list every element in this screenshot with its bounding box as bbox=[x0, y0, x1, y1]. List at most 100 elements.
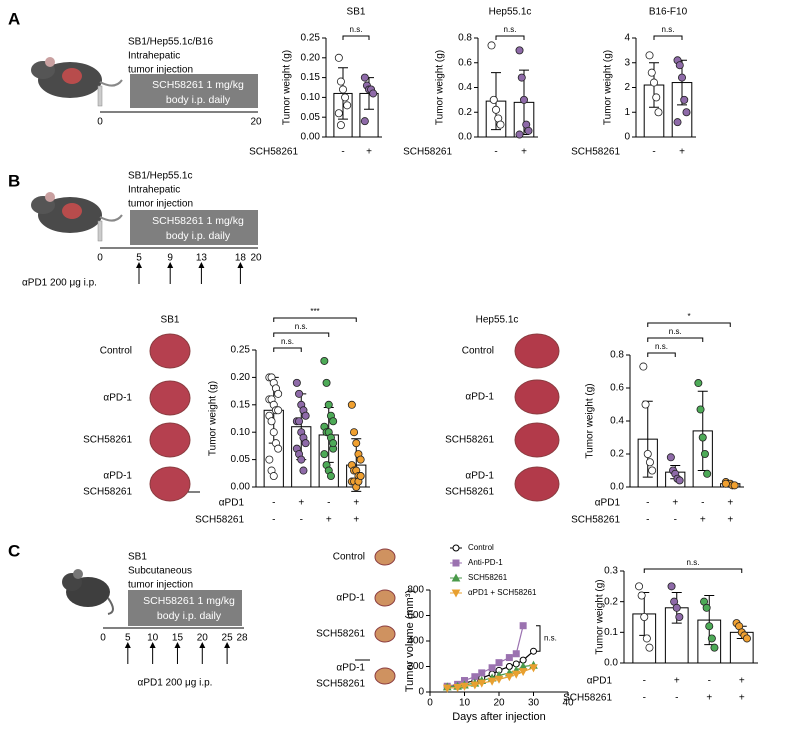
data-point bbox=[320, 450, 329, 459]
x-tick-label: - bbox=[701, 498, 704, 509]
data-point bbox=[730, 481, 739, 490]
arrow-head bbox=[136, 262, 142, 268]
treatment-text: body i.p. daily bbox=[157, 610, 222, 622]
significance-bracket bbox=[647, 337, 704, 342]
tissue-photo bbox=[514, 422, 560, 458]
marker bbox=[505, 673, 514, 682]
image-label: SCH58261 bbox=[445, 435, 494, 446]
y-tick-label: 0.15 bbox=[301, 72, 321, 83]
y-tick-label: 0.05 bbox=[231, 454, 251, 465]
data-point bbox=[645, 51, 654, 60]
data-point bbox=[336, 77, 345, 86]
data-point bbox=[360, 73, 369, 82]
data-point bbox=[491, 105, 500, 114]
y-tick-label: 800 bbox=[407, 585, 424, 596]
protocol-text: Intrahepatic bbox=[128, 185, 180, 196]
y-tick-label: 0.4 bbox=[458, 82, 472, 93]
image-title: Hep55.1c bbox=[476, 315, 519, 326]
significance-label: n.s. bbox=[662, 25, 675, 34]
timeline-tick: 9 bbox=[167, 253, 173, 264]
marker bbox=[495, 659, 503, 667]
marker bbox=[505, 654, 513, 662]
y-tick-label: 0.8 bbox=[458, 33, 472, 44]
y-tick-label: 200 bbox=[407, 661, 424, 672]
timeline-tick: 10 bbox=[147, 633, 159, 644]
data-point bbox=[489, 95, 498, 104]
mouse-a bbox=[31, 57, 123, 107]
x-tick-label: 10 bbox=[459, 698, 471, 709]
data-point bbox=[645, 458, 654, 467]
marker bbox=[452, 544, 460, 552]
marker bbox=[519, 622, 527, 630]
x-tick-label: - bbox=[300, 515, 303, 526]
significance-bracket bbox=[273, 332, 330, 337]
marker bbox=[460, 682, 469, 691]
significance-label: * bbox=[687, 312, 690, 321]
image-label: αPD-1 bbox=[465, 392, 494, 403]
row-label: SCH58261 bbox=[403, 147, 452, 158]
y-tick-label: 0.4 bbox=[610, 416, 624, 427]
y-axis-label: Tumor weight (g) bbox=[603, 50, 614, 125]
data-point bbox=[324, 400, 333, 409]
y-axis-label: Tumor weight (g) bbox=[435, 50, 446, 125]
data-point bbox=[269, 428, 278, 437]
data-point bbox=[639, 362, 648, 371]
significance-bracket bbox=[647, 322, 731, 327]
mouse-b bbox=[31, 192, 123, 242]
x-tick-label: + bbox=[679, 147, 685, 158]
data-point bbox=[694, 379, 703, 388]
protocol-text: tumor injection bbox=[128, 65, 193, 76]
treatment-box bbox=[130, 74, 258, 108]
significance-label: n.s. bbox=[655, 342, 668, 351]
timeline-tick: 20 bbox=[250, 117, 262, 128]
data-point bbox=[641, 400, 650, 409]
treatment-text: SCH58261 1 mg/kg bbox=[152, 215, 244, 227]
timeline-tick: 15 bbox=[172, 633, 184, 644]
data-point bbox=[637, 591, 646, 600]
data-point bbox=[643, 449, 652, 458]
tissue-photo bbox=[374, 548, 396, 566]
chart-title: B16-F10 bbox=[649, 7, 688, 18]
marker bbox=[451, 589, 461, 598]
data-point bbox=[360, 117, 369, 126]
data-point bbox=[673, 118, 682, 127]
image-label: Control bbox=[333, 552, 365, 563]
data-point bbox=[710, 643, 719, 652]
timeline-tick: 0 bbox=[97, 253, 103, 264]
y-tick-label: 0.20 bbox=[231, 372, 251, 383]
protocol-text: Intrahepatic bbox=[128, 51, 180, 62]
marker bbox=[470, 681, 480, 690]
arrow-head bbox=[198, 262, 205, 268]
y-tick-label: 0.2 bbox=[458, 107, 472, 118]
panel-label: B bbox=[8, 171, 20, 190]
y-axis-label: Tumor weight (g) bbox=[595, 579, 606, 654]
y-tick-label: 0.2 bbox=[604, 596, 618, 607]
significance-label: n.s. bbox=[281, 337, 294, 346]
tissue-photo bbox=[149, 333, 191, 369]
data-point bbox=[672, 603, 681, 612]
data-point bbox=[343, 101, 352, 110]
data-point bbox=[347, 400, 356, 409]
data-point bbox=[338, 85, 347, 94]
data-point bbox=[336, 121, 345, 130]
y-tick-label: 0.0 bbox=[604, 658, 618, 669]
data-point bbox=[356, 472, 365, 481]
marker bbox=[512, 650, 520, 658]
significance-label: *** bbox=[310, 307, 319, 316]
x-tick-label: + bbox=[353, 515, 359, 526]
data-point bbox=[496, 120, 505, 129]
data-point bbox=[515, 46, 524, 55]
y-tick-label: 0.3 bbox=[604, 566, 618, 577]
annotation-bracket bbox=[536, 625, 541, 652]
data-point bbox=[369, 89, 378, 98]
marker bbox=[511, 670, 521, 679]
protocol-text: tumor injection bbox=[128, 199, 193, 210]
image-title: SB1 bbox=[161, 315, 180, 326]
data-point bbox=[487, 41, 496, 50]
data-point bbox=[703, 469, 712, 478]
x-tick-label: - bbox=[494, 147, 497, 158]
significance-bracket bbox=[273, 317, 357, 322]
x-tick-label: - bbox=[674, 515, 677, 526]
data-point bbox=[645, 643, 654, 652]
